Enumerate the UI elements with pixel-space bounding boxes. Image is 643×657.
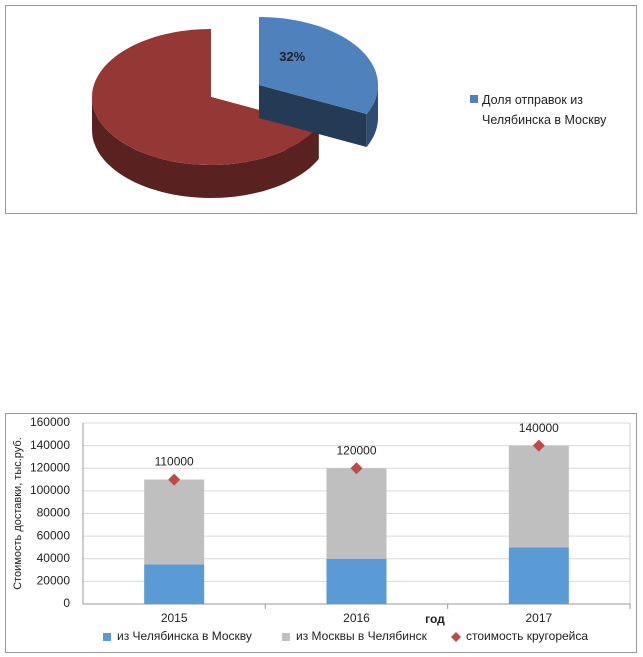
bar-segment — [326, 558, 387, 604]
bar-segment — [508, 445, 569, 548]
pie-cut-face — [259, 85, 367, 147]
y-tick-label: 60000 — [37, 528, 71, 542]
y-tick-label: 40000 — [37, 551, 71, 565]
y-tick-label: 100000 — [30, 483, 70, 497]
bar-segment — [144, 564, 205, 604]
pie-legend-text: Доля отправок из Челябинска в Москву — [482, 93, 607, 127]
bar-segment — [508, 547, 569, 604]
legend-swatch — [470, 95, 478, 103]
diamond-marker — [350, 462, 363, 475]
x-tick-label: 2015 — [161, 611, 188, 625]
data-label: 110000 — [155, 455, 194, 469]
pie-value-label: 32% — [279, 49, 305, 64]
y-axis-title: Стоимость доставки, тыс.руб. — [12, 437, 24, 590]
bar-segment — [144, 479, 205, 565]
diamond-marker — [168, 473, 181, 486]
y-tick-label: 0 — [63, 596, 70, 610]
y-tick-label: 80000 — [37, 506, 71, 520]
legend-swatch — [103, 633, 111, 641]
legend-label: из Челябинска в Москву — [117, 629, 252, 643]
x-tick-label: 2016 — [343, 611, 370, 625]
x-axis-title: год — [425, 612, 445, 626]
bar-segment — [326, 468, 387, 559]
diamond-marker — [532, 439, 545, 452]
legend-label: из Москвы в Челябинск — [296, 629, 428, 643]
y-tick-label: 160000 — [30, 415, 70, 429]
data-label: 120000 — [336, 443, 376, 457]
legend-marker — [451, 632, 461, 642]
data-label: 140000 — [519, 421, 559, 435]
pie-slice — [259, 17, 378, 114]
x-tick-label: 2017 — [525, 611, 552, 625]
pie-slice — [92, 29, 319, 165]
pie-side — [92, 97, 319, 198]
legend-swatch — [282, 633, 290, 641]
y-tick-label: 20000 — [37, 574, 71, 588]
pie-side — [366, 85, 378, 147]
legend-label: стоимость кругорейса — [466, 629, 588, 643]
y-tick-label: 120000 — [30, 460, 70, 474]
y-tick-label: 140000 — [30, 438, 70, 452]
